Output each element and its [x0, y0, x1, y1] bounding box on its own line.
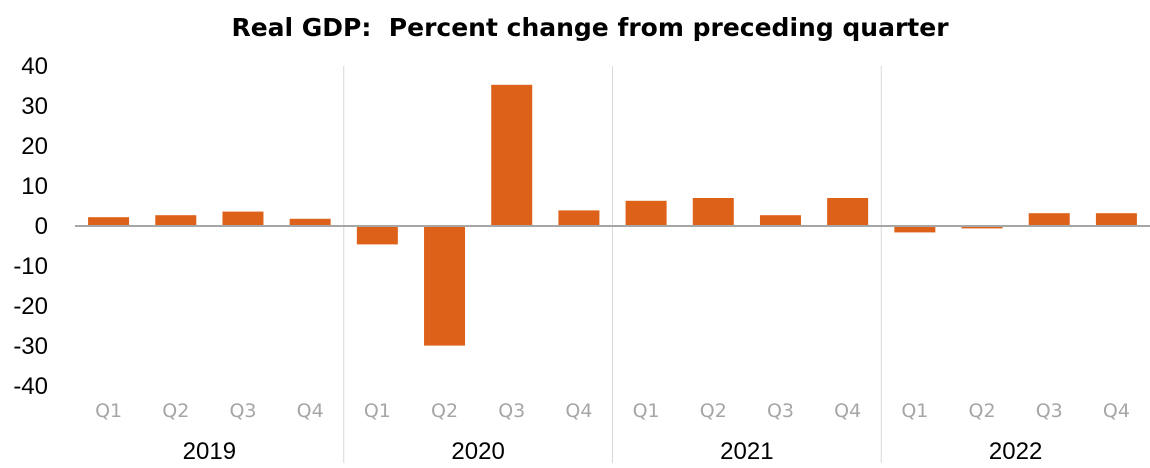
bar-2022-q4: [1095, 213, 1137, 226]
quarter-tick-label: Q3: [229, 400, 256, 422]
bar-2021-q4: [827, 198, 869, 226]
y-tick-label: -20: [13, 293, 48, 320]
quarter-tick-label: Q2: [969, 400, 996, 422]
bar-2020-q3: [491, 84, 533, 226]
y-tick-label: 0: [35, 213, 48, 240]
year-tick-label: 2019: [183, 438, 236, 463]
bar-2022-q1: [894, 226, 936, 233]
bar-2020-q2: [424, 226, 466, 346]
quarter-tick-label: Q2: [431, 400, 458, 422]
x-axis: Q1 Q2 Q3 Q4 2019 Q1 Q2 Q3 Q4 2020 Q1 Q2 Q3 Q4 2021 Q1 Q2…: [95, 400, 1130, 465]
quarter-tick-label: Q1: [633, 400, 660, 422]
bar-2020-q4: [558, 210, 600, 226]
bar-2022-q3: [1028, 213, 1070, 226]
quarter-tick-label: Q2: [162, 400, 189, 422]
y-tick-label: -10: [13, 253, 48, 280]
bar-2021-q3: [759, 215, 801, 226]
quarter-tick-label: Q1: [95, 400, 122, 422]
quarter-tick-label: Q4: [565, 400, 592, 422]
bar-2019-q3: [222, 211, 264, 226]
bar-2019-q4: [289, 218, 331, 226]
y-tick-label: 40: [21, 53, 48, 80]
bar-2020-q1: [356, 226, 398, 245]
y-tick-label: -40: [13, 373, 48, 400]
y-tick-label: 20: [21, 133, 48, 160]
bar-series: [88, 84, 1137, 346]
quarter-tick-label: Q4: [297, 400, 324, 422]
bar-2019-q1: [88, 217, 130, 226]
quarter-tick-label: Q1: [901, 400, 928, 422]
year-tick-label: 2021: [720, 438, 773, 463]
year-separators: [343, 66, 882, 463]
bar-2021-q1: [625, 200, 667, 226]
quarter-tick-label: Q3: [1036, 400, 1063, 422]
bar-2021-q2: [692, 198, 734, 226]
quarter-tick-label: Q1: [364, 400, 391, 422]
quarter-tick-label: Q2: [700, 400, 727, 422]
bar-2022-q2: [961, 226, 1003, 229]
y-tick-label: 30: [21, 93, 48, 120]
y-tick-label: 10: [21, 173, 48, 200]
quarter-tick-label: Q4: [1103, 400, 1130, 422]
chart-title: Real GDP: Percent change from preceding …: [231, 13, 949, 42]
y-axis: 40 30 20 10 0 -10 -20 -30 -40: [13, 53, 48, 400]
quarter-tick-label: Q3: [498, 400, 525, 422]
year-tick-label: 2020: [451, 438, 504, 463]
quarter-tick-label: Q3: [767, 400, 794, 422]
y-tick-label: -30: [13, 333, 48, 360]
quarter-tick-label: Q4: [834, 400, 861, 422]
bar-2019-q2: [155, 215, 197, 226]
year-tick-label: 2022: [989, 438, 1042, 463]
